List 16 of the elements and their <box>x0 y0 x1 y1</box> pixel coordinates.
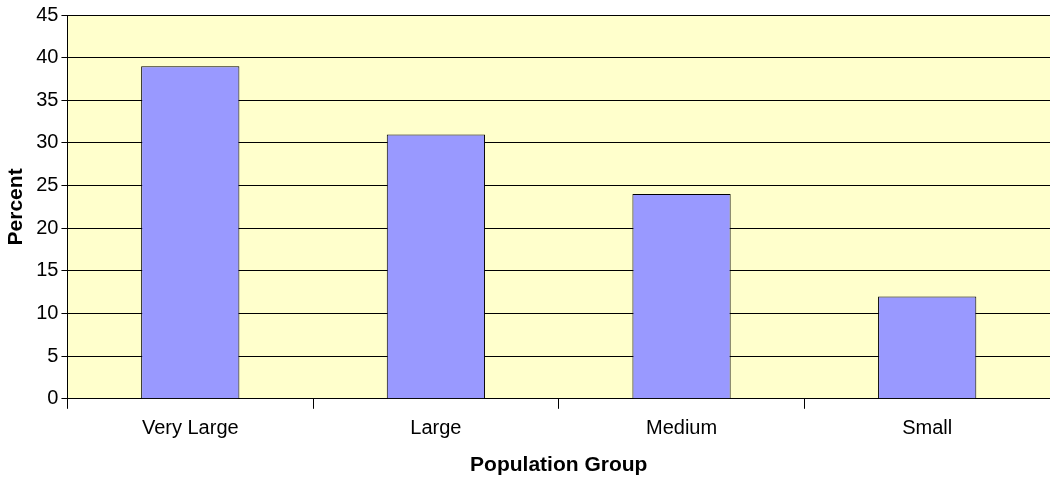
y-tick-label: 40 <box>36 45 59 68</box>
y-tick-label: 30 <box>36 130 59 153</box>
x-tick-label: Very Large <box>141 416 239 439</box>
y-axis-title: Percent <box>3 168 27 246</box>
x-tick-label: Large <box>410 416 462 439</box>
y-tick-label: 35 <box>36 87 59 110</box>
x-axis-title: Population Group <box>470 452 648 476</box>
y-tick-label: 5 <box>47 343 59 366</box>
y-tick-label: 0 <box>47 386 59 409</box>
x-tick-label: Medium <box>645 416 718 439</box>
y-tick-label: 45 <box>36 2 59 25</box>
y-tick-label: 10 <box>36 301 59 324</box>
y-tick-label: 25 <box>36 173 59 196</box>
x-tick-label: Small <box>902 416 953 439</box>
y-tick-label: 15 <box>36 258 59 281</box>
y-tick-label: 20 <box>36 215 59 238</box>
